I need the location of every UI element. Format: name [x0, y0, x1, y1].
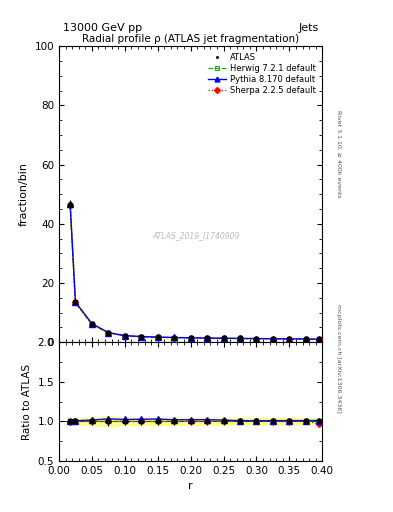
Text: Rivet 3.1.10, ≥ 400k events: Rivet 3.1.10, ≥ 400k events: [336, 110, 341, 198]
Text: 13000 GeV pp: 13000 GeV pp: [63, 23, 142, 33]
Y-axis label: fraction/bin: fraction/bin: [19, 162, 29, 226]
Legend: ATLAS, Herwig 7.2.1 default, Pythia 8.170 default, Sherpa 2.2.5 default: ATLAS, Herwig 7.2.1 default, Pythia 8.17…: [206, 50, 318, 97]
Text: Jets: Jets: [298, 23, 318, 33]
X-axis label: r: r: [188, 481, 193, 491]
Text: ATLAS_2019_I1740909: ATLAS_2019_I1740909: [152, 231, 240, 240]
Y-axis label: Ratio to ATLAS: Ratio to ATLAS: [22, 364, 32, 440]
Text: mcplots.cern.ch [arXiv:1306.3436]: mcplots.cern.ch [arXiv:1306.3436]: [336, 304, 341, 413]
Title: Radial profile ρ (ATLAS jet fragmentation): Radial profile ρ (ATLAS jet fragmentatio…: [82, 34, 299, 44]
